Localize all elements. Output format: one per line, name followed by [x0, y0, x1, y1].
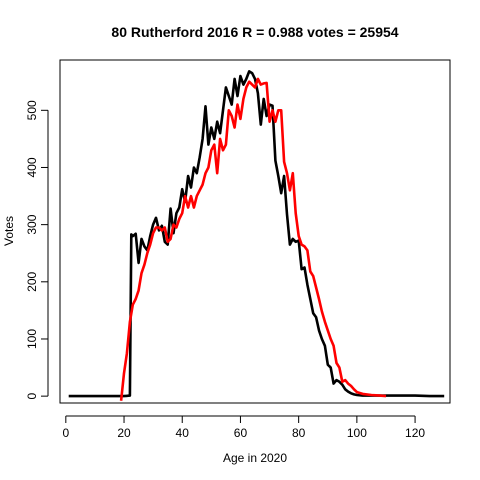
- y-tick-label: 400: [25, 157, 39, 177]
- x-tick-label: 60: [234, 426, 248, 440]
- x-tick-label: 80: [292, 426, 306, 440]
- y-tick-label: 500: [25, 100, 39, 120]
- x-tick-label: 0: [62, 426, 69, 440]
- series-line-model: [119, 77, 387, 401]
- y-tick-label: 100: [25, 329, 39, 349]
- plot-frame: [59, 59, 451, 404]
- plot-area: [68, 70, 445, 401]
- x-tick-label: 100: [347, 426, 367, 440]
- y-tick-label: 200: [25, 271, 39, 291]
- series-line-actual: [68, 70, 445, 398]
- chart-title: 80 Rutherford 2016 R = 0.988 votes = 259…: [111, 24, 398, 40]
- x-tick-label: 20: [117, 426, 131, 440]
- x-axis-label: Age in 2020: [223, 451, 287, 465]
- y-tick-label: 300: [25, 214, 39, 234]
- x-tick-label: 40: [176, 426, 190, 440]
- y-axis-label: Votes: [2, 216, 16, 246]
- x-tick-label: 120: [405, 426, 425, 440]
- x-axis: 0 20 40 60 80 100 120: [62, 415, 425, 440]
- y-axis: 0 100 200 300 400 500: [25, 100, 49, 399]
- y-tick-label: 0: [25, 392, 39, 399]
